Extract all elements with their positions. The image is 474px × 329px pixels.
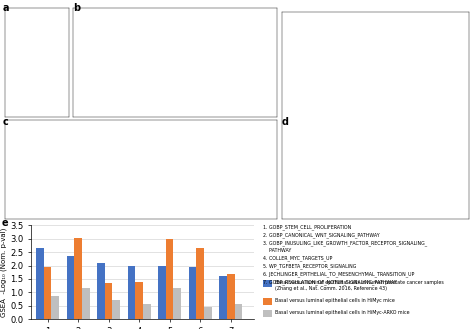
Bar [189, 267, 196, 319]
Text: Basal versus luminal epithelial cells in HiMyc mice: Basal versus luminal epithelial cells in… [275, 298, 395, 303]
Bar [44, 267, 51, 319]
Bar [136, 282, 143, 319]
Bar [74, 238, 82, 319]
Text: 1. GOBP_STEM_CELL_PROLIFERATION
2. GOBP_CANONICAL_WNT_SIGNALING_PATHWAY
3. GOBP_: 1. GOBP_STEM_CELL_PROLIFERATION 2. GOBP_… [263, 224, 427, 285]
Y-axis label: GSEA  -Log₁₀ (Nom. p-val): GSEA -Log₁₀ (Nom. p-val) [0, 228, 7, 317]
Text: e: e [2, 218, 9, 228]
Bar [143, 304, 151, 319]
Text: b: b [73, 3, 81, 13]
Bar [227, 274, 235, 319]
Bar [36, 248, 44, 319]
Bar [51, 295, 59, 319]
Bar [204, 307, 211, 319]
Bar [158, 266, 166, 319]
Bar [67, 256, 74, 319]
Bar [173, 288, 181, 319]
Text: d: d [282, 117, 289, 127]
Bar [105, 283, 112, 319]
Bar [112, 300, 120, 319]
Text: a: a [2, 3, 9, 13]
Text: Basal versus luminal epithelial cells in HiMyc-ARKO mice: Basal versus luminal epithelial cells in… [275, 310, 410, 315]
Bar [97, 263, 105, 319]
Text: c: c [2, 117, 8, 127]
Text: Basal versus luminal epithelial cells in human prostate cancer samples
(Zhang et: Basal versus luminal epithelial cells in… [275, 280, 444, 291]
Bar [235, 304, 242, 319]
Bar [219, 276, 227, 319]
Bar [128, 266, 136, 319]
Bar [166, 239, 173, 319]
Bar [196, 248, 204, 319]
Bar [82, 288, 90, 319]
